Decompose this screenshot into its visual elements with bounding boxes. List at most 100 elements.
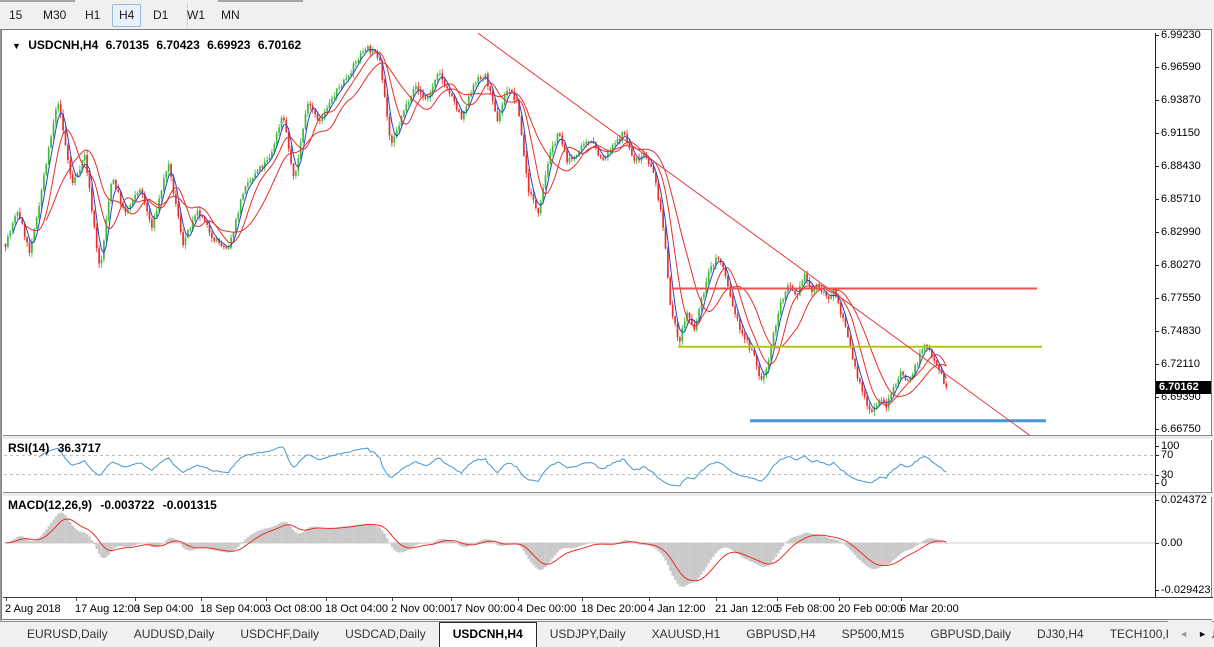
macd-bar [726,543,730,548]
macd-panel-canvas[interactable] [4,496,1155,596]
chart-tab-xauusd-h1[interactable]: XAUUSD,H1 [651,627,721,641]
candle-body [772,332,775,348]
macd-bar [899,543,902,554]
candle-body [328,102,331,109]
chart-tab-eurusd-daily[interactable]: EURUSD,Daily [27,627,108,641]
timeframe-button-w1[interactable]: W1 [187,8,205,22]
chart-tab-sp500-m15[interactable]: SP500,M15 [841,627,905,641]
macd-bar [556,543,559,553]
macd-bar [450,541,454,543]
date-axis-label: 5 Feb 08:00 [776,603,835,615]
tab-scroll-right-icon[interactable]: ► [1198,628,1207,639]
tab-scroll-left-icon[interactable]: ◄ [1179,628,1189,639]
macd-bar [753,543,756,563]
candle-body [220,243,223,246]
macd-bar [714,543,718,554]
macd-bar [582,543,586,545]
candle-body [739,318,741,330]
timeframe-button-d1[interactable]: D1 [153,8,169,22]
macd-bar [484,539,487,543]
macd-bar [287,523,290,543]
chart-tab-tech100-h1[interactable]: TECH100,H1 [1109,627,1182,641]
price-axis-border [1155,33,1156,597]
macd-bar [491,541,494,543]
macd-bar [892,543,895,561]
current-price-tag: 6.70162 [1156,380,1211,394]
chart-tab-dj30-h4[interactable]: DJ30,H4 [1037,627,1084,641]
timeframe-button-m30[interactable]: M30 [43,8,67,22]
candle-body [352,63,355,74]
candle-body [307,103,309,114]
macd-bar [817,534,821,543]
macd-bar [285,522,288,543]
macd-bar [359,524,362,543]
chart-tab-gbpusd-daily[interactable]: GBPUSD,Daily [930,627,1012,641]
chart-tab-usdchf-daily[interactable]: USDCHF,Daily [240,627,320,641]
date-axis-label: 17 Aug 12:00 [75,603,140,615]
candle-body [832,289,835,297]
macd-bar [347,526,350,543]
candle-body [419,90,422,94]
candle-body [453,95,456,102]
chart-tab-usdjpy-daily[interactable]: USDJPY,Daily [549,627,626,641]
descending-trendline[interactable] [477,33,1033,437]
candle-body [225,246,228,249]
macd-bar [541,543,545,570]
candle-body [679,337,681,342]
macd-bar [863,543,866,565]
candle-body [256,171,259,174]
rsi-value: 36.3717 [57,441,102,455]
macd-bar [779,543,782,550]
chart-tab-gbpusd-h4[interactable]: GBPUSD,H4 [746,627,816,641]
date-axis-tick [201,598,202,601]
quote-low: 6.69923 [207,38,251,52]
candle-body [143,193,146,204]
chart-dropdown-icon[interactable]: ▼ [12,41,21,51]
candle-body [657,182,660,200]
candle-body [359,53,362,60]
candle-body [484,73,487,79]
main-chart-canvas[interactable] [4,33,1155,437]
candle-body [518,100,520,117]
candle-body [203,217,206,222]
candle-body [278,127,280,134]
moving-average-red-fast [24,51,947,407]
macd-bar [453,542,456,543]
candle-body [139,189,141,193]
macd-bar [822,536,826,543]
candle-body [362,51,364,54]
chart-tab-audusd-daily[interactable]: AUDUSD,Daily [133,627,215,641]
macd-bar [193,543,197,550]
macd-bar [184,543,187,550]
chart-tab-usdcnh-h4[interactable]: USDCNH,H4 [438,622,537,647]
moving-average-red-slow [45,62,947,398]
macd-bar [829,538,833,543]
macd-bar [280,522,283,543]
candle-body [463,111,465,120]
candle-body [95,227,98,249]
timeframe-button-h1[interactable]: H1 [85,8,101,22]
candle-body [76,173,79,178]
panel-splitter[interactable] [3,435,1213,440]
date-axis[interactable]: 2 Aug 2018 17 Aug 12:00 3 Sep 04:00 18 Sep … [3,598,1213,619]
timeframe-button-15[interactable]: 15 [9,8,23,22]
panel-splitter[interactable] [3,492,1213,497]
macd-bar [551,543,554,559]
macd-bar [436,540,439,543]
timeframe-button-mn[interactable]: MN [221,8,240,22]
macd-bar [849,543,852,550]
macd-bar [846,543,850,548]
candle-body [357,59,360,62]
date-axis-tick [392,598,393,601]
price-axis[interactable]: 6.99230 6.96590 6.93870 6.91150 6.88430 6.857… [1155,29,1214,620]
macd-bar [525,543,528,555]
candle-body [902,371,904,375]
macd-bar [640,543,643,545]
chart-tab-usdcad-daily[interactable]: USDCAD,Daily [345,627,426,641]
macd-bar [448,540,451,543]
timeframe-button-h4[interactable]: H4 [112,4,142,27]
macd-bar [215,543,218,551]
candle-body [616,138,619,144]
rsi-panel-canvas[interactable] [4,440,1155,491]
